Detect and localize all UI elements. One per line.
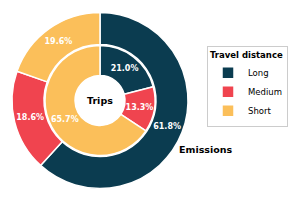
svg-text:Trips: Trips (87, 95, 113, 106)
svg-text:19.6%: 19.6% (45, 37, 73, 46)
svg-text:61.8%: 61.8% (153, 122, 181, 131)
svg-text:Long: Long (248, 68, 269, 78)
svg-text:13.3%: 13.3% (126, 103, 154, 112)
svg-text:Travel distance: Travel distance (210, 50, 283, 60)
svg-text:21.0%: 21.0% (111, 64, 139, 73)
svg-text:65.7%: 65.7% (51, 115, 79, 124)
svg-text:Medium: Medium (248, 87, 282, 97)
svg-text:Emissions: Emissions (179, 144, 233, 155)
svg-text:Short: Short (248, 106, 271, 116)
svg-text:18.6%: 18.6% (16, 113, 44, 122)
